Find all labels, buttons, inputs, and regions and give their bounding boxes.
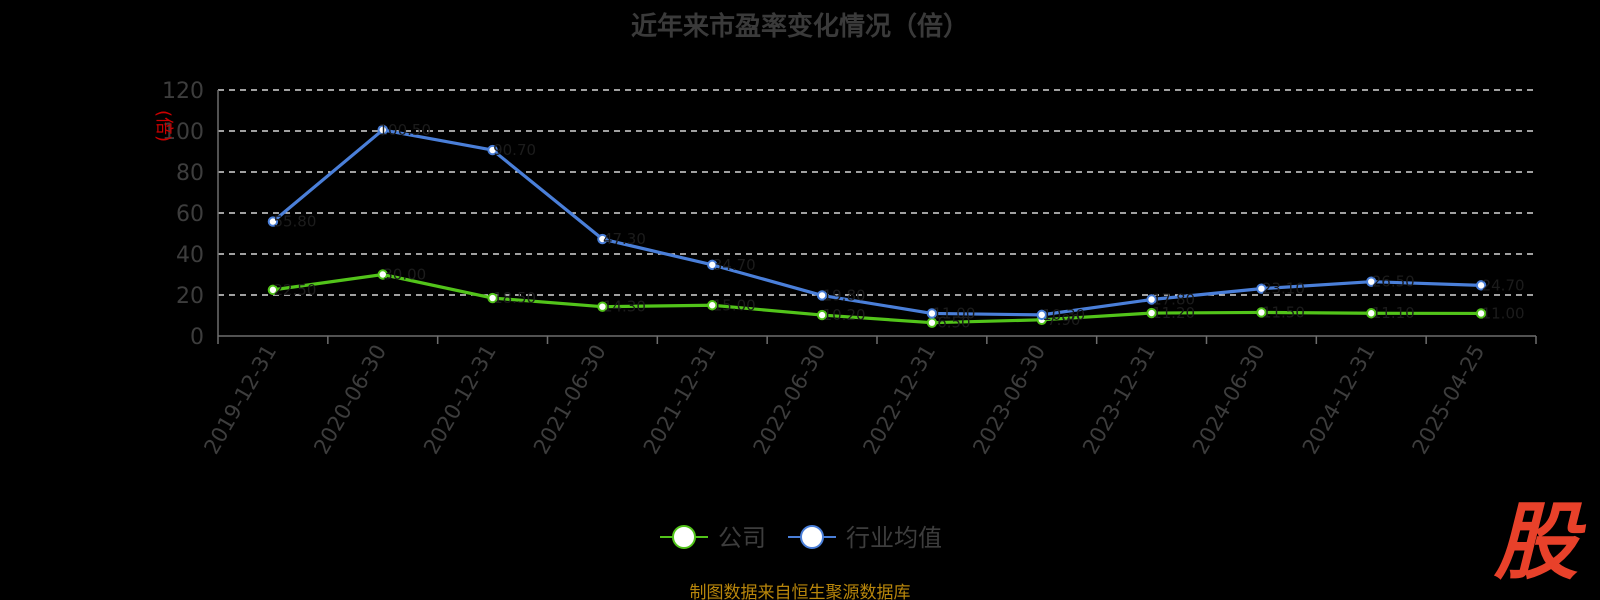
- data-point-series-1: [707, 259, 718, 271]
- data-point-series-1: [1036, 309, 1047, 321]
- x-tick-label: 2023-12-31: [1078, 341, 1160, 459]
- x-tick-label: 2021-12-31: [639, 341, 721, 459]
- brand-logo: 股: [1493, 493, 1578, 591]
- data-point-series-0: [1475, 308, 1487, 319]
- y-tick-label: 40: [176, 243, 204, 268]
- data-point-series-1: [926, 308, 938, 319]
- data-point-series-0: [707, 300, 718, 311]
- x-tick-label: 2024-12-31: [1298, 341, 1380, 459]
- x-tick-label: 2020-06-30: [309, 341, 391, 459]
- data-label-series-1: 23.10: [1262, 280, 1305, 298]
- x-tick-label: 2025-04-25: [1408, 341, 1490, 459]
- series-line-1: [271, 128, 1482, 317]
- data-label-series-1: 26.50: [1372, 273, 1415, 291]
- data-label-series-0: 6.50: [937, 314, 970, 332]
- data-label-series-0: 22.50: [273, 281, 316, 299]
- data-point-series-0: [597, 301, 608, 312]
- y-tick-label: 0: [190, 325, 204, 350]
- legend-marker-0: [672, 525, 696, 549]
- data-point-series-0: [377, 269, 388, 280]
- data-label-series-0: 11.10: [1372, 304, 1415, 322]
- x-tick-label: 2020-12-31: [419, 341, 501, 459]
- data-label-series-0: 18.50: [493, 289, 536, 307]
- data-label-series-1: 90.70: [493, 141, 536, 159]
- data-label-series-0: 7.90: [1047, 311, 1080, 329]
- data-label-series-1: 55.80: [273, 213, 316, 231]
- data-point-series-0: [1366, 308, 1377, 319]
- x-tick-label: 2024-06-30: [1188, 341, 1270, 459]
- x-tick-label: 2022-06-30: [749, 341, 831, 459]
- data-label-series-0: 14.30: [603, 298, 646, 316]
- y-tick-label: 20: [176, 284, 204, 309]
- data-point-series-1: [377, 124, 388, 136]
- data-point-series-1: [487, 144, 498, 156]
- y-tick-label: 120: [162, 79, 204, 104]
- data-point-series-0: [1256, 307, 1267, 318]
- data-point-series-0: [1146, 307, 1157, 319]
- data-label-series-0: 11.50: [1262, 303, 1305, 321]
- data-label-series-0: 11.00: [1482, 304, 1525, 322]
- y-tick-label: 60: [176, 202, 204, 227]
- series-line-0: [272, 272, 1482, 325]
- data-point-series-0: [487, 292, 498, 304]
- data-point-series-0: [816, 309, 828, 321]
- data-label-series-1: 11.00: [932, 304, 975, 322]
- chart-title: 近年来市盈率变化情况（倍）: [630, 12, 969, 42]
- data-label-series-1: 47.30: [603, 230, 646, 248]
- data-point-series-1: [267, 216, 279, 227]
- data-point-series-1: [597, 233, 608, 245]
- x-tick-label: 2022-12-31: [858, 341, 940, 459]
- data-label-series-0: 15.00: [713, 296, 756, 314]
- data-label-series-1: 19.80: [823, 286, 866, 304]
- data-label-series-0: 30.00: [383, 266, 426, 284]
- data-point-series-1: [1366, 276, 1377, 287]
- data-point-series-1: [816, 290, 828, 301]
- data-label-series-0: 10.20: [823, 306, 866, 324]
- legend-label-1: 行业均值: [846, 524, 942, 552]
- y-axis-label: (倍): [153, 110, 174, 142]
- x-tick-label: 2023-06-30: [968, 341, 1050, 459]
- source-note: 制图数据来自恒生聚源数据库: [689, 583, 911, 600]
- data-label-series-1: 34.70: [713, 256, 756, 274]
- y-tick-label: 80: [176, 161, 204, 186]
- data-point-series-1: [1475, 280, 1487, 291]
- data-point-series-1: [1256, 283, 1267, 294]
- x-tick-label: 2019-12-31: [199, 341, 281, 459]
- legend-marker-1: [800, 525, 824, 549]
- x-tick-label: 2021-06-30: [529, 341, 611, 459]
- data-label-series-1: 10.30: [1042, 306, 1085, 324]
- legend-label-0: 公司: [718, 524, 766, 552]
- data-label-series-1: 17.80: [1152, 291, 1195, 309]
- data-label-series-1: 24.70: [1482, 276, 1525, 294]
- data-label-series-0: 11.20: [1152, 304, 1195, 322]
- data-point-series-0: [267, 284, 279, 296]
- y-tick-label: 100: [162, 120, 204, 145]
- data-label-series-1: 100.50: [379, 121, 432, 139]
- data-point-series-1: [1146, 294, 1157, 305]
